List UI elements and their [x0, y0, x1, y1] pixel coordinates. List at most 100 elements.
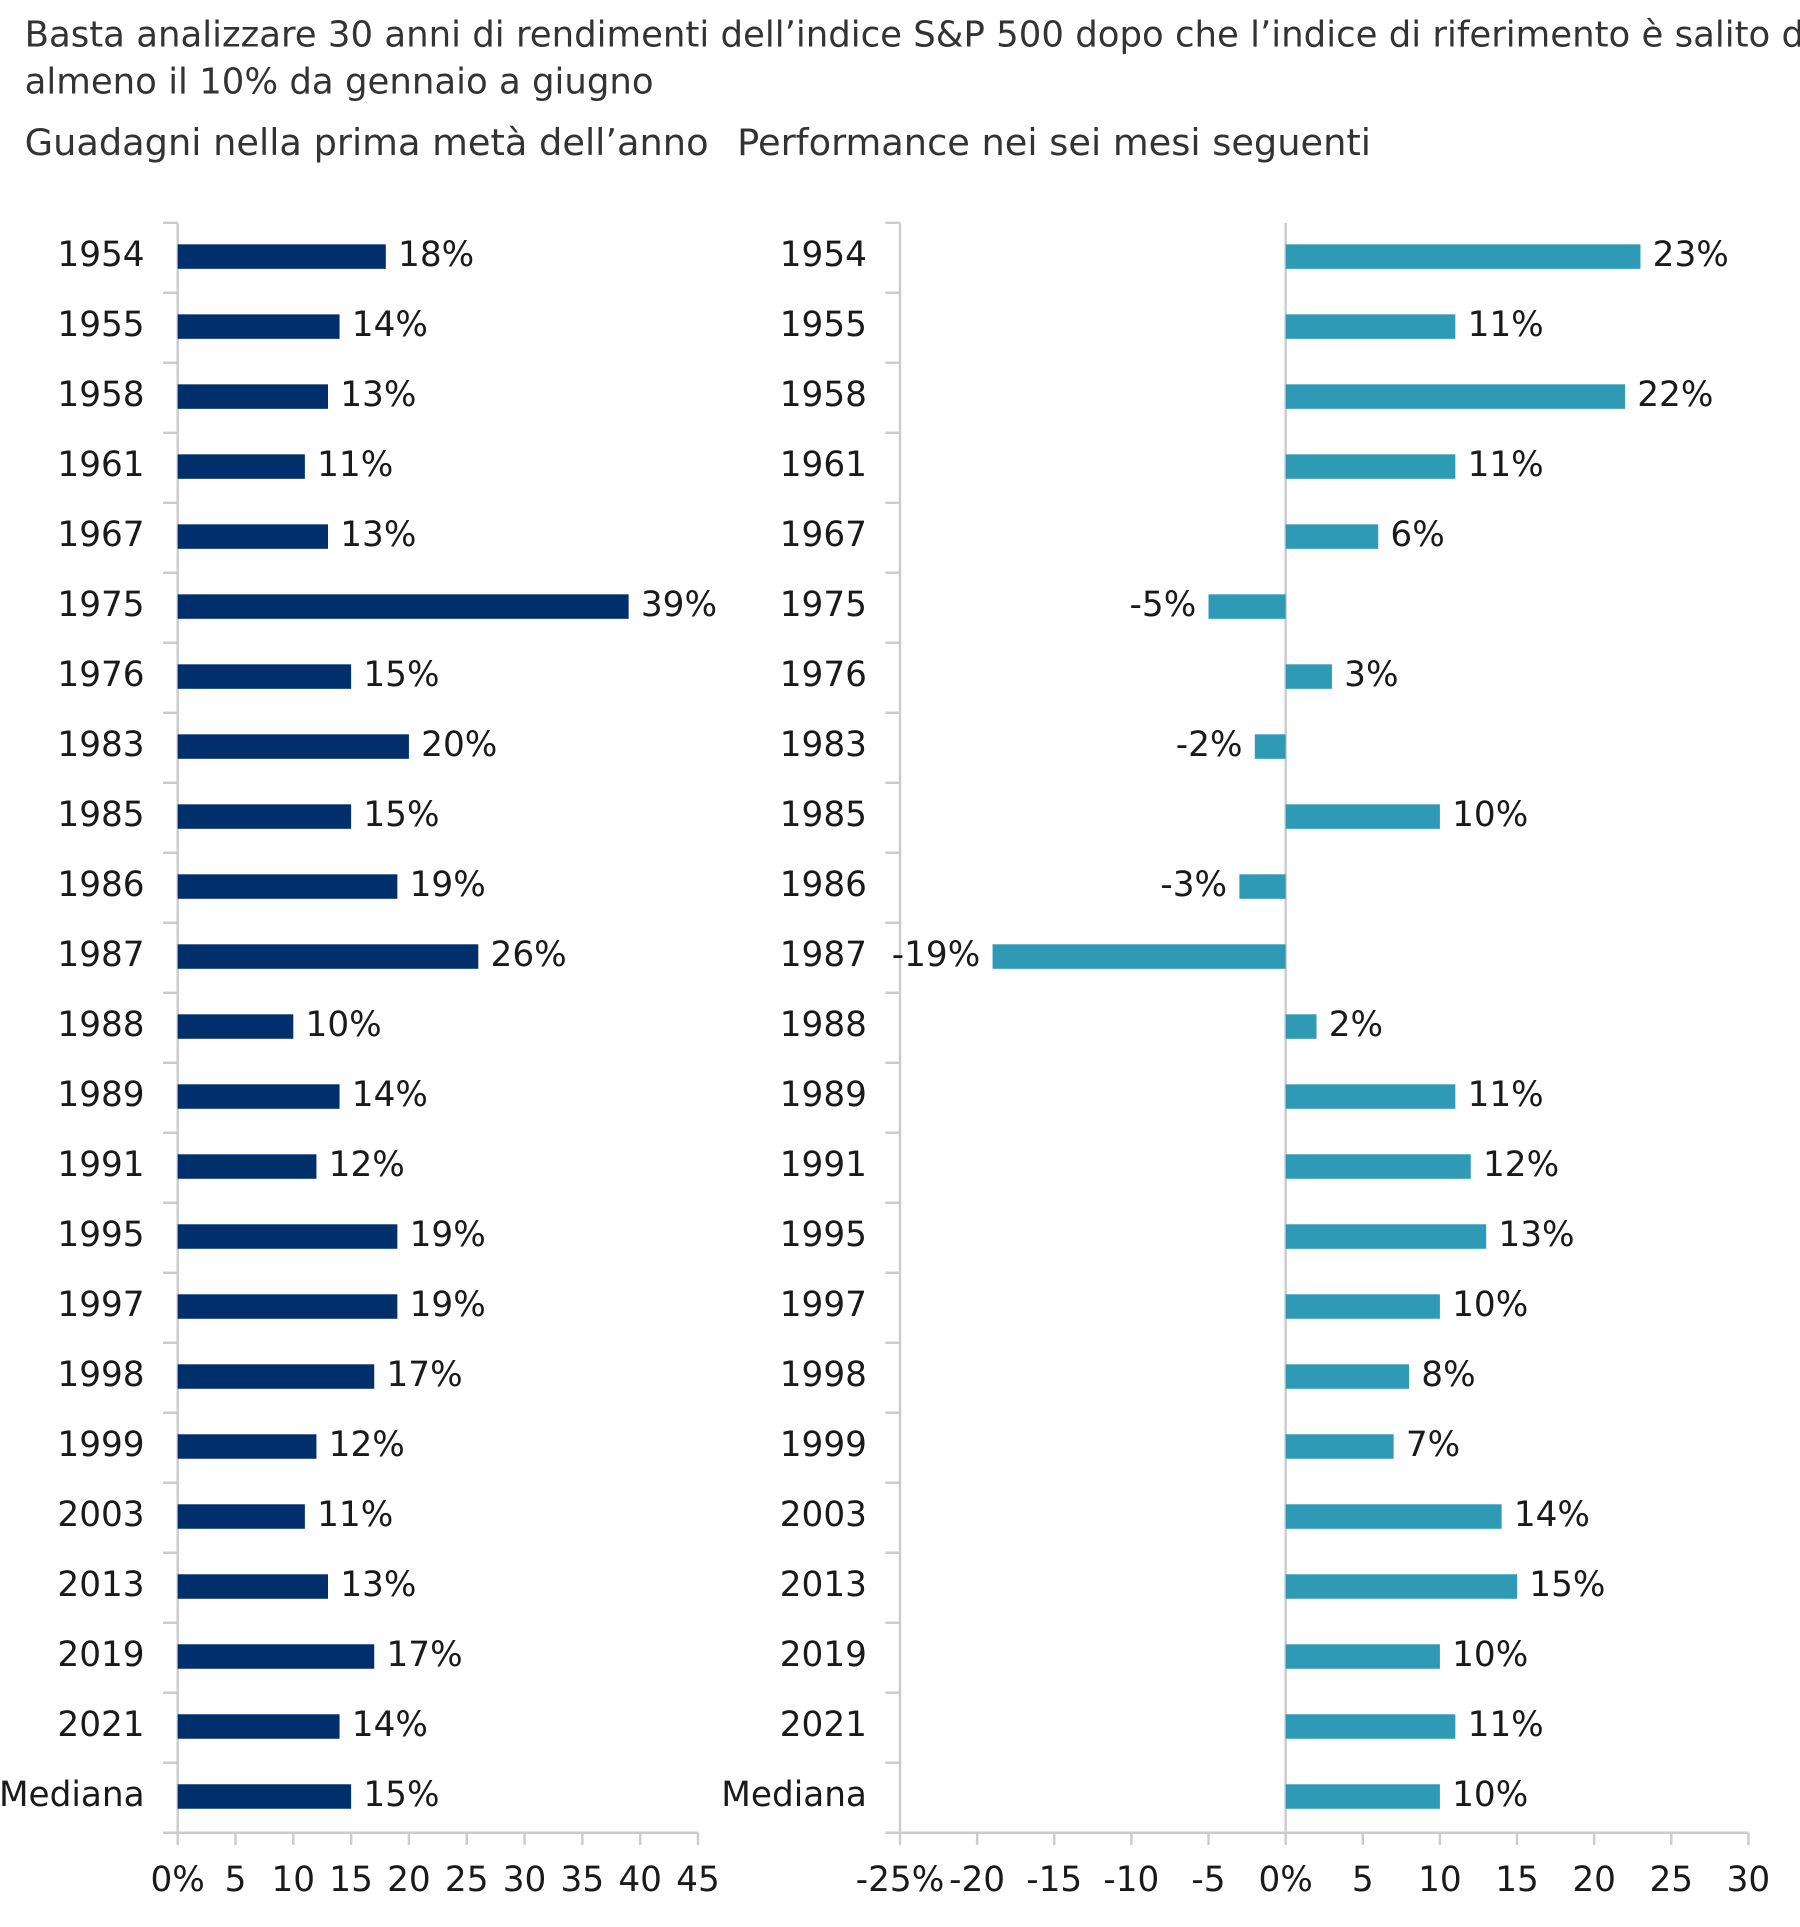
category-label: 1955 [780, 305, 867, 345]
x-tick-label: 15 [329, 1860, 373, 1900]
bar [1285, 524, 1379, 549]
value-label: 10% [1452, 795, 1528, 835]
value-label: 20% [421, 725, 497, 765]
x-tick-label: 30 [503, 1860, 547, 1900]
bar [177, 454, 305, 479]
value-label: 14% [352, 1705, 428, 1745]
category-label: 2013 [780, 1565, 867, 1605]
value-label: 19% [410, 1285, 486, 1325]
value-label: 12% [329, 1145, 405, 1185]
category-label: Mediana [721, 1775, 867, 1815]
bar [177, 1574, 328, 1599]
value-label: 15% [363, 1775, 439, 1815]
bar [177, 664, 352, 689]
x-tick-label: 45 [676, 1860, 720, 1900]
x-tick-label: -5 [1191, 1860, 1225, 1900]
bar [177, 1014, 294, 1039]
category-label: 1967 [57, 515, 144, 555]
category-label: 2003 [57, 1495, 144, 1535]
bar [1285, 1154, 1471, 1179]
value-label: 14% [352, 1075, 428, 1115]
value-label: 10% [1452, 1775, 1528, 1815]
value-label: 7% [1406, 1425, 1460, 1465]
bar [1285, 1714, 1456, 1739]
category-label: 1991 [57, 1145, 144, 1185]
category-label: 1985 [780, 795, 867, 835]
value-label: 11% [1468, 305, 1544, 345]
bar [177, 1294, 398, 1319]
bar [1285, 1574, 1518, 1599]
subtitle: Performance nei sei mesi seguenti [737, 121, 1371, 164]
category-label: 1983 [57, 725, 144, 765]
value-label: 19% [410, 1215, 486, 1255]
bar [177, 594, 629, 619]
category-label: 1995 [57, 1215, 144, 1255]
category-label: 1997 [780, 1285, 867, 1325]
category-label: 1987 [780, 935, 867, 975]
value-label: 6% [1390, 515, 1444, 555]
value-label: -2% [1176, 725, 1243, 765]
value-label: 11% [1468, 1075, 1544, 1115]
category-label: 2021 [780, 1705, 867, 1745]
bar [177, 314, 340, 339]
bar [1254, 734, 1286, 759]
bar [177, 524, 328, 549]
category-label: 1988 [57, 1005, 144, 1045]
value-label: 10% [1452, 1635, 1528, 1675]
bar [992, 944, 1286, 969]
category-label: 1958 [57, 375, 144, 415]
bar [1208, 594, 1286, 619]
bar [1285, 1434, 1394, 1459]
bar [1285, 1504, 1502, 1529]
x-tick-label: -20 [949, 1860, 1005, 1900]
value-label: 22% [1637, 375, 1713, 415]
bar [1239, 874, 1286, 899]
category-label: 1999 [57, 1425, 144, 1465]
value-label: -3% [1160, 865, 1227, 905]
category-label: 1983 [780, 725, 867, 765]
category-label: 1961 [57, 445, 144, 485]
category-label: 1961 [780, 445, 867, 485]
value-label: 12% [1483, 1145, 1559, 1185]
x-tick-label: 5 [1352, 1860, 1374, 1900]
value-label: 3% [1344, 655, 1398, 695]
value-label: 19% [410, 865, 486, 905]
bar [177, 1504, 305, 1529]
category-label: 2003 [780, 1495, 867, 1535]
category-label: 2019 [780, 1635, 867, 1675]
bar [1285, 244, 1641, 269]
category-label: 1991 [780, 1145, 867, 1185]
x-tick-label: 20 [1572, 1860, 1616, 1900]
x-tick-label: 25 [1649, 1860, 1693, 1900]
bar [177, 1224, 398, 1249]
bar [177, 384, 328, 409]
value-label: 13% [340, 515, 416, 555]
x-tick-label: 30 [1727, 1860, 1771, 1900]
x-tick-label: 15 [1495, 1860, 1539, 1900]
bar [177, 1084, 340, 1109]
value-label: 17% [386, 1355, 462, 1395]
category-label: 1998 [780, 1355, 867, 1395]
x-tick-label: -15 [1026, 1860, 1082, 1900]
bar [1285, 1644, 1440, 1669]
value-label: 10% [1452, 1285, 1528, 1325]
bar [177, 1784, 352, 1809]
bar [1285, 1224, 1487, 1249]
bar [1285, 454, 1456, 479]
category-label: 1998 [57, 1355, 144, 1395]
subtitle: Guadagni nella prima metà dell’anno [25, 121, 709, 164]
category-label: 1987 [57, 935, 144, 975]
value-label: 23% [1653, 235, 1729, 275]
bar [177, 804, 352, 829]
category-label: 1975 [57, 585, 144, 625]
category-label: 1985 [57, 795, 144, 835]
x-tick-label: 5 [225, 1860, 247, 1900]
category-label: 1975 [780, 585, 867, 625]
value-label: 14% [1514, 1495, 1590, 1535]
value-label: 26% [491, 935, 567, 975]
category-label: 1976 [780, 655, 867, 695]
category-label: 1986 [780, 865, 867, 905]
x-tick-label: 10 [1418, 1860, 1462, 1900]
category-label: 1988 [780, 1005, 867, 1045]
